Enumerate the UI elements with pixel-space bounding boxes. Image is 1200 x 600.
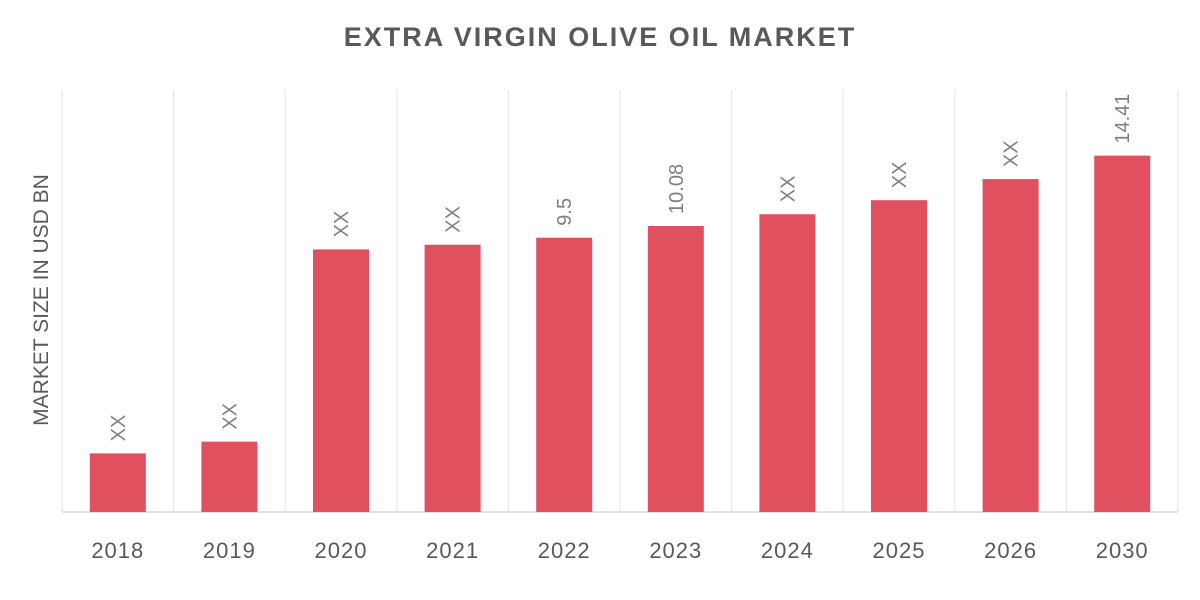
data-label: 9.5 (554, 198, 576, 226)
data-label: XX (331, 211, 353, 238)
x-tick-label: 2022 (538, 538, 591, 563)
bar-2026 (982, 179, 1039, 513)
x-tick-label: 2019 (203, 538, 256, 563)
bar-2022 (536, 237, 593, 512)
data-label: XX (443, 206, 465, 233)
bar-2021 (424, 244, 481, 512)
x-tick-label: 2026 (984, 538, 1037, 563)
bar-2025 (871, 200, 927, 512)
data-label: XX (777, 176, 799, 203)
bar-2030 (1094, 155, 1151, 512)
bar-2019 (201, 441, 258, 512)
data-label: XX (889, 162, 911, 189)
x-tick-label: 2030 (1096, 538, 1149, 563)
bar-2024 (759, 214, 816, 512)
x-tick-label: 2018 (91, 538, 144, 563)
chart-title: EXTRA VIRGIN OLIVE OIL MARKET (343, 22, 857, 52)
bar-2020 (313, 249, 369, 512)
x-tick-label: 2024 (761, 538, 814, 563)
bar-2023 (647, 225, 704, 512)
data-label: XX (1001, 140, 1023, 167)
x-tick-label: 2021 (426, 538, 479, 563)
data-labels: XX XX XX XX 9.5 10.08 XX XX XX 14.41 (108, 94, 1134, 442)
data-label: XX (108, 415, 130, 442)
x-tick-label: 2020 (315, 538, 368, 563)
data-label: XX (219, 403, 241, 430)
x-tick-label: 2023 (649, 538, 702, 563)
x-tick-label: 2025 (873, 538, 926, 563)
x-tick-labels: 2018 2019 2020 2021 2022 2023 2024 2025 2026 2030 (91, 538, 1149, 563)
bars (89, 155, 1151, 513)
data-label: 14.41 (1112, 94, 1134, 144)
data-label: 10.08 (666, 164, 688, 214)
bar-2018 (89, 453, 146, 512)
